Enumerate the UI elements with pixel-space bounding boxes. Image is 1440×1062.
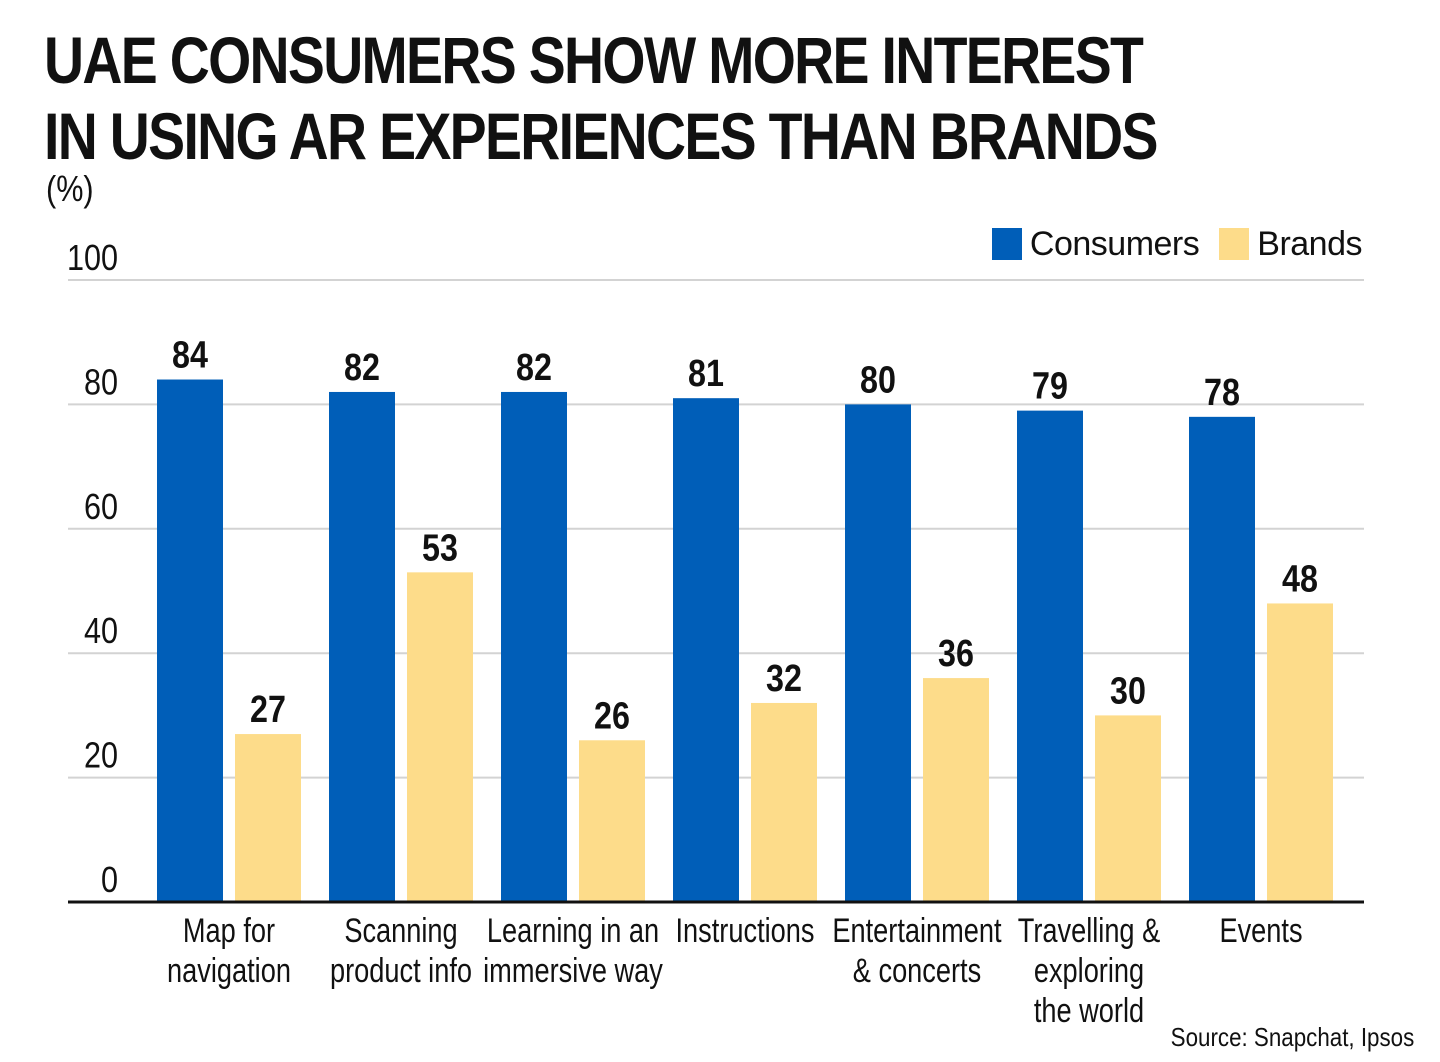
chart-title: UAE CONSUMERS SHOW MORE INTEREST IN USIN… xyxy=(44,23,1158,173)
bar-brands-2 xyxy=(407,572,473,902)
bar-consumers-3 xyxy=(501,391,567,902)
source-note: Source: Snapchat, Ipsos xyxy=(1170,1022,1414,1052)
legend-item-brands: Brands xyxy=(1219,224,1362,264)
data-label-consumers-3: 82 xyxy=(516,347,552,389)
legend-label-consumers: Consumers xyxy=(1029,225,1200,263)
y-tick-label-60: 60 xyxy=(84,488,118,528)
x-tick-label-4: Instructions xyxy=(676,911,815,950)
data-label-brands-1: 27 xyxy=(250,689,286,731)
data-label-brands-7: 48 xyxy=(1282,558,1318,600)
data-label-brands-4: 32 xyxy=(766,658,802,700)
x-tick-label-line: & concerts xyxy=(853,951,981,990)
x-tick-label-line: Events xyxy=(1219,911,1302,950)
legend-swatch-brands xyxy=(1219,228,1250,260)
data-label-brands-5: 36 xyxy=(938,633,974,675)
bar-consumers-6 xyxy=(1017,410,1083,902)
x-tick-label-line: Entertainment xyxy=(832,911,1002,950)
x-tick-label-line: the world xyxy=(1034,991,1144,1030)
y-tick-label-0: 0 xyxy=(101,861,118,901)
x-tick-label-line: Instructions xyxy=(676,911,815,950)
unit-label: (%) xyxy=(46,168,94,209)
x-tick-label-1: Map for navigation xyxy=(167,911,291,990)
data-label-consumers-7: 78 xyxy=(1204,371,1240,413)
bar-consumers-5 xyxy=(845,404,911,902)
bar-brands-1 xyxy=(235,734,301,902)
data-label-consumers-6: 79 xyxy=(1032,365,1068,407)
bar-brands-3 xyxy=(579,740,645,902)
data-label-consumers-5: 80 xyxy=(860,359,896,401)
y-tick-label-80: 80 xyxy=(84,363,118,403)
y-tick-label-20: 20 xyxy=(84,736,118,776)
bar-consumers-4 xyxy=(673,398,739,902)
bar-brands-6 xyxy=(1095,715,1161,902)
legend-swatch-consumers xyxy=(991,228,1022,260)
data-label-consumers-1: 84 xyxy=(172,334,208,376)
y-tick-label-40: 40 xyxy=(84,612,118,652)
x-tick-label-line: product info xyxy=(330,951,472,990)
data-label-brands-3: 26 xyxy=(594,695,630,737)
x-tick-label-line: exploring xyxy=(1034,951,1144,990)
x-tick-label-2: Scanning product info xyxy=(330,911,472,990)
bar-consumers-7 xyxy=(1189,416,1255,902)
x-tick-label-line: Map for xyxy=(183,911,275,950)
x-tick-label-3: Learning in an immersive way xyxy=(483,911,663,990)
x-tick-label-line: Travelling & xyxy=(1018,911,1161,950)
x-tick-label-6: Travelling & exploring the world xyxy=(1018,911,1161,1030)
bar-brands-5 xyxy=(923,678,989,902)
x-tick-label-line: navigation xyxy=(167,951,291,990)
x-tick-label-line: immersive way xyxy=(483,951,663,990)
data-label-brands-6: 30 xyxy=(1110,670,1146,712)
data-label-brands-2: 53 xyxy=(422,527,458,569)
bar-consumers-2 xyxy=(329,391,395,902)
legend-item-consumers: Consumers xyxy=(991,224,1200,264)
data-label-consumers-4: 81 xyxy=(688,353,724,395)
bar-brands-7 xyxy=(1267,603,1333,902)
bar-consumers-1 xyxy=(157,379,223,902)
y-tick-label-100: 100 xyxy=(67,239,118,279)
x-tick-label-7: Events xyxy=(1219,911,1302,950)
x-tick-label-line: Scanning xyxy=(344,911,457,950)
x-tick-label-line: Learning in an xyxy=(487,911,659,950)
legend: Consumers Brands xyxy=(991,224,1362,264)
data-label-consumers-2: 82 xyxy=(344,347,380,389)
legend-label-brands: Brands xyxy=(1257,225,1362,263)
x-tick-label-5: Entertainment & concerts xyxy=(832,911,1002,990)
bar-brands-4 xyxy=(751,702,817,902)
